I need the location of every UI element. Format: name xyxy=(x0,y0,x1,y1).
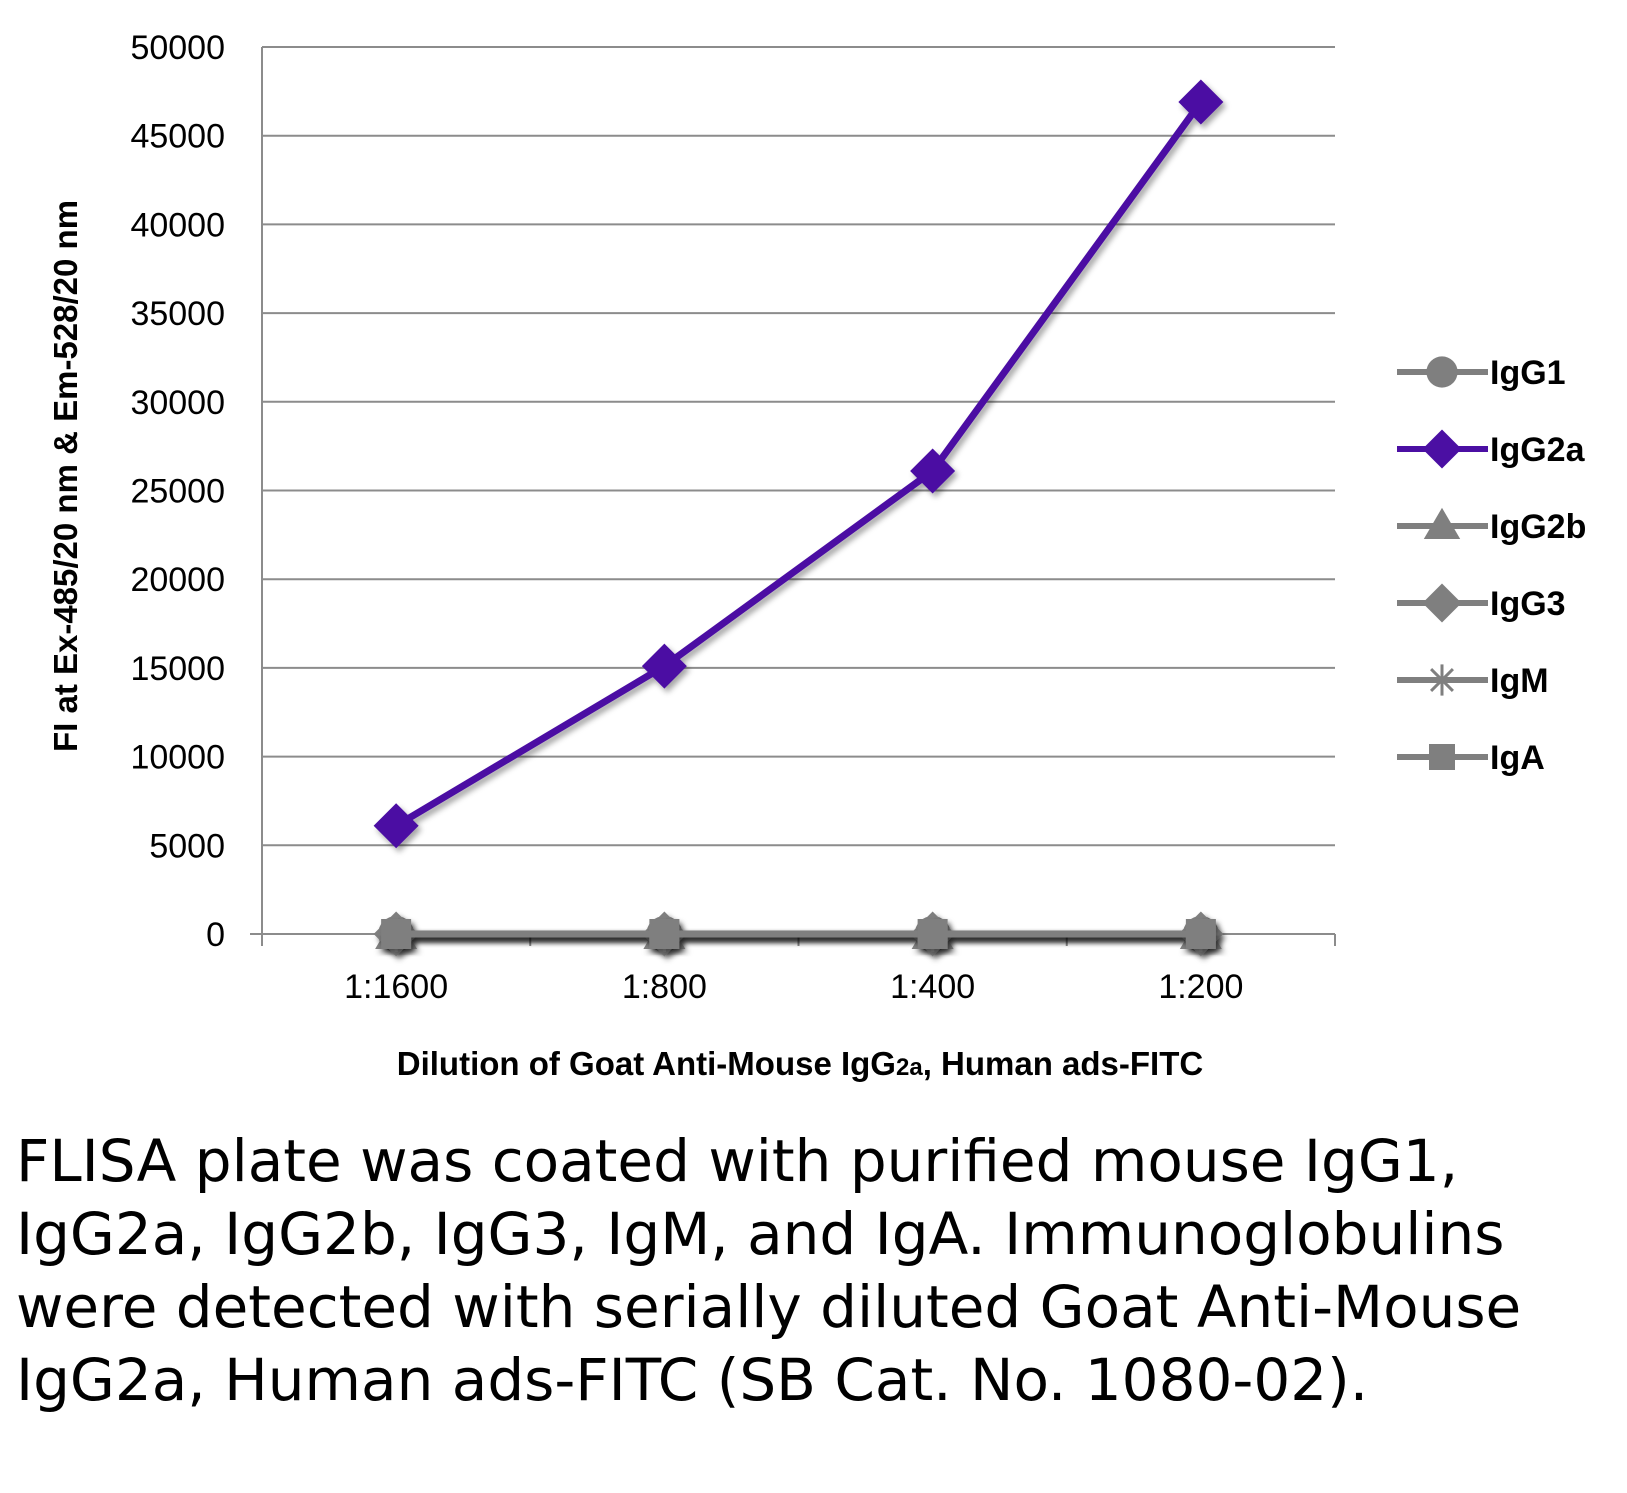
legend-label-igm: IgM xyxy=(1490,662,1549,700)
data-point-iga xyxy=(917,919,948,949)
x-axis-label-subscript: 2a xyxy=(896,1054,923,1081)
y-tick-label: 10000 xyxy=(130,739,225,777)
legend-item-igm: IgM xyxy=(1397,662,1549,700)
series-iga xyxy=(381,919,1216,949)
legend-marker-igg2b xyxy=(1423,507,1461,539)
legend-marker-igg2a xyxy=(1422,429,1462,469)
legend-label-iga: IgA xyxy=(1490,739,1545,777)
y-tick-label: 45000 xyxy=(130,118,225,156)
legend-item-igg3: IgG3 xyxy=(1397,583,1566,623)
axes xyxy=(250,47,1336,946)
data-point-igg2a xyxy=(910,448,956,494)
x-tick-labels: 1:1600 1:800 1:400 1:200 xyxy=(344,968,1243,1006)
legend-marker-igg3 xyxy=(1422,583,1462,623)
elisa-line-chart: 0 5000 10000 15000 20000 25000 30000 35000 40000… xyxy=(47,29,1586,1082)
y-tick-label: 25000 xyxy=(130,473,225,511)
y-tick-label: 50000 xyxy=(130,29,225,67)
y-tick-label: 35000 xyxy=(130,295,225,333)
legend-marker-iga xyxy=(1429,744,1455,770)
x-tick-label: 1:200 xyxy=(1158,968,1243,1006)
legend-label-igg1: IgG1 xyxy=(1490,354,1566,392)
y-tick-labels: 0 5000 10000 15000 20000 25000 30000 35000 40000… xyxy=(130,29,225,954)
data-point-iga xyxy=(649,919,680,949)
legend-marker-igm xyxy=(1426,664,1458,696)
y-tick-label: 15000 xyxy=(130,650,225,688)
legend: IgG1 IgG2a IgG2b IgG3 IgM IgA xyxy=(1397,354,1586,777)
y-tick-label: 40000 xyxy=(130,206,225,244)
series-igg2a xyxy=(373,79,1224,849)
data-point-igg2a xyxy=(1178,79,1224,125)
data-point-igg2a xyxy=(373,803,419,849)
legend-label-igg2a: IgG2a xyxy=(1490,431,1586,469)
data-point-igg2a xyxy=(641,643,687,689)
legend-label-igg3: IgG3 xyxy=(1490,585,1566,623)
legend-marker-igg1 xyxy=(1426,356,1458,388)
legend-label-igg2b: IgG2b xyxy=(1490,508,1586,546)
legend-item-igg2b: IgG2b xyxy=(1397,507,1586,546)
y-tick-label: 20000 xyxy=(130,561,225,599)
legend-item-igg2a: IgG2a xyxy=(1397,429,1586,469)
x-axis-label-main: Dilution of Goat Anti-Mouse IgG xyxy=(397,1045,896,1082)
data-point-iga xyxy=(1185,919,1216,949)
x-axis-label: Dilution of Goat Anti-Mouse IgG2a, Human… xyxy=(397,1045,1203,1082)
x-tick-label: 1:800 xyxy=(622,968,707,1006)
y-tick-label: 5000 xyxy=(149,827,225,865)
gridlines xyxy=(262,46,1335,847)
x-tick-label: 1:400 xyxy=(890,968,975,1006)
y-axis-label: FI at Ex-485/20 nm & Em-528/20 nm xyxy=(47,200,84,752)
series-layer xyxy=(373,79,1224,957)
x-tick-label: 1:1600 xyxy=(344,968,448,1006)
y-tick-label: 30000 xyxy=(130,384,225,422)
data-point-iga xyxy=(381,919,412,949)
x-axis-label-suffix: , Human ads-FITC xyxy=(923,1045,1204,1082)
legend-item-igg1: IgG1 xyxy=(1397,354,1566,392)
figure-caption: FLISA plate was coated with purified mou… xyxy=(16,1127,1522,1414)
series-line-igg2a xyxy=(392,98,1205,830)
legend-item-iga: IgA xyxy=(1397,739,1545,777)
y-tick-label: 0 xyxy=(206,916,225,954)
